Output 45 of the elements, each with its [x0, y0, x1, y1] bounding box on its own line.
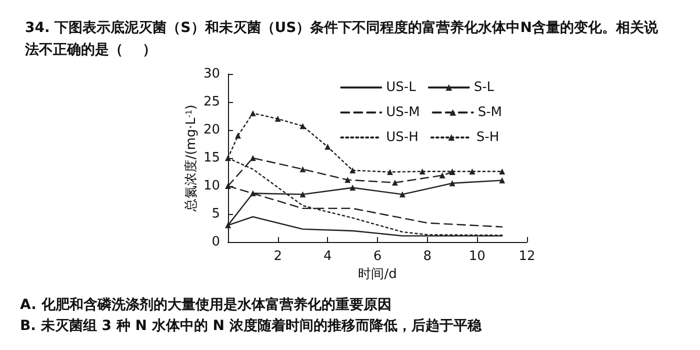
text: B. 未灭菌组 3 种 N 水体中的 N 浓度随着时间的推移而降低，后趋于平稳 — [20, 317, 482, 334]
point — [324, 144, 331, 150]
point — [234, 132, 241, 139]
legend-label: US-L — [386, 80, 417, 95]
y-tick-label: 20 — [203, 122, 220, 138]
point — [499, 177, 506, 184]
x-tick-label: 6 — [373, 249, 382, 264]
point — [344, 176, 351, 183]
point — [300, 123, 306, 130]
x-tick-label: 8 — [423, 249, 432, 264]
legend-label: S-H — [476, 130, 500, 145]
point — [469, 168, 476, 174]
legend-label: S-L — [474, 80, 495, 95]
y-axis-title: 总氮浓度/(mg·L-1) — [183, 104, 199, 212]
point — [350, 167, 356, 174]
y-tick-label: 5 — [212, 206, 220, 222]
x-axis-title: 时间/d — [358, 267, 397, 282]
point — [499, 168, 506, 174]
point — [419, 168, 426, 174]
chart-title: 34. 下图表示底泥灭菌（S）和未灭菌（US）条件下不同程度的富营养化水体中N含量的变化。相关说法不正确的是（ ） — [24, 19, 659, 58]
point — [250, 190, 256, 196]
y-tick-label: 0 — [212, 234, 220, 250]
point — [300, 166, 306, 172]
point — [392, 180, 398, 186]
legend-label: US-H — [386, 130, 418, 145]
legend-label: US-M — [386, 105, 420, 120]
x-tick-label: 12 — [518, 249, 536, 264]
point — [300, 191, 306, 198]
x-tick-label: 2 — [274, 249, 282, 264]
point — [399, 191, 406, 198]
point — [439, 172, 446, 178]
x-tick-label: 4 — [324, 249, 332, 264]
y-tick-label: 30 — [203, 66, 220, 82]
y-tick-label: 15 — [203, 150, 220, 166]
y-tick-label: 25 — [203, 94, 220, 110]
text: A. 化肥和含磷洗涤剂的大量使用是水体富营养化的重要原因 — [20, 296, 392, 313]
point — [386, 169, 393, 175]
point — [350, 184, 356, 191]
x-tick-label: 10 — [468, 249, 486, 264]
point — [250, 155, 256, 161]
legend-label: S-M — [478, 105, 502, 120]
point — [250, 110, 256, 116]
y-tick-label: 10 — [203, 178, 220, 194]
point — [449, 180, 456, 186]
point — [274, 116, 281, 122]
